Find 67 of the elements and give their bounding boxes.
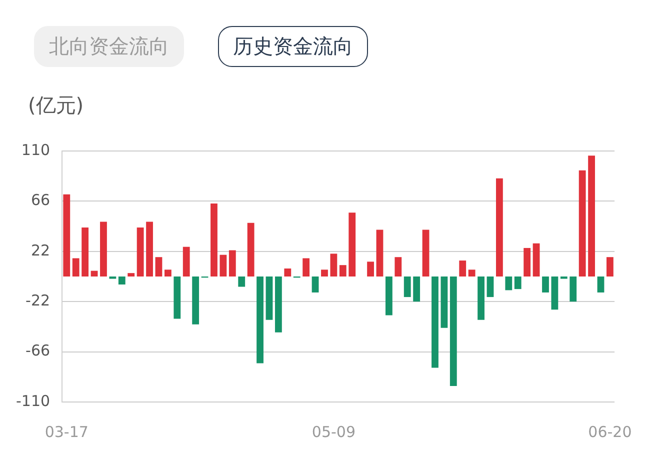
bar: [404, 276, 411, 298]
y-tick-label: 66: [30, 191, 50, 210]
bar: [514, 276, 522, 290]
bar: [63, 194, 70, 276]
x-tick-label: 05-09: [312, 422, 356, 441]
bar: [128, 273, 135, 276]
bar: [606, 257, 614, 276]
bar: [367, 262, 374, 276]
bar: [274, 276, 282, 332]
bar: [192, 276, 200, 324]
bar: [348, 212, 356, 276]
bar: [174, 276, 181, 319]
bar: [551, 276, 558, 310]
bar: [532, 243, 540, 276]
bar: [432, 276, 438, 368]
bar: [394, 257, 402, 276]
bar: [266, 276, 273, 320]
bar: [339, 265, 346, 276]
bar: [376, 230, 384, 276]
bar: [155, 257, 162, 276]
bar: [486, 276, 494, 298]
y-axis-title: (亿元): [28, 92, 84, 119]
bar: [422, 230, 430, 276]
bar: [228, 250, 236, 276]
bar: [385, 276, 392, 316]
y-tick-label: -22: [26, 291, 50, 310]
bar: [321, 270, 328, 276]
bar: [505, 276, 512, 290]
y-tick-label: 110: [21, 140, 50, 159]
bar: [450, 276, 457, 386]
bar: [284, 268, 292, 276]
bar: [330, 254, 338, 276]
bar: [312, 276, 319, 292]
chart-title: 历史资金流向: [218, 26, 368, 67]
x-tick-label: 03-17: [44, 422, 88, 441]
bar: [238, 276, 246, 287]
bar: [588, 156, 595, 276]
y-tick-label: -66: [26, 342, 50, 360]
bar: [220, 254, 227, 276]
x-tick-label: 06-20: [588, 422, 632, 441]
bar: [100, 222, 107, 276]
bar: [413, 276, 420, 302]
y-tick-label: 22: [30, 241, 50, 260]
chart-subtitle: 北向资金流向: [34, 26, 184, 67]
bar: [90, 270, 98, 276]
bar: [524, 248, 531, 276]
bar: [478, 276, 484, 320]
bar: [146, 222, 153, 276]
y-tick-label: -110: [16, 392, 50, 410]
bar: [459, 260, 466, 276]
bar: [210, 203, 218, 276]
bar: [597, 276, 604, 292]
bar: [164, 270, 172, 276]
bar: [256, 276, 264, 364]
bar: [302, 258, 310, 276]
bar: [182, 246, 190, 276]
bar: [496, 178, 503, 276]
bar: [440, 276, 448, 328]
bar: [468, 270, 476, 276]
bar: [82, 227, 89, 276]
bar: [136, 227, 144, 276]
bar: [118, 276, 126, 284]
bar: [542, 276, 549, 292]
bar: [72, 258, 80, 276]
bar: [570, 276, 577, 302]
bar: [578, 170, 586, 276]
bar: [247, 222, 254, 276]
